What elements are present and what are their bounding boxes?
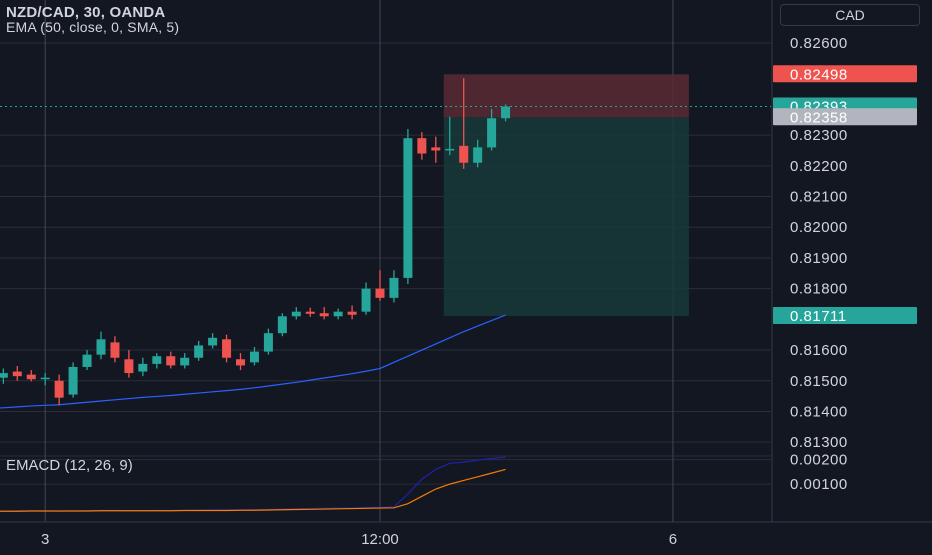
emacd-indicator-label: EMACD (12, 26, 9) [6,457,133,474]
candle-body[interactable] [375,288,385,298]
price-axis-tick-label: 0.81800 [790,281,848,298]
candle-body[interactable] [54,380,64,398]
candle-body[interactable] [236,359,245,366]
currency-selector[interactable]: CAD [780,4,920,26]
candle-body[interactable] [291,311,301,317]
ema-indicator-label: EMA (50, close, 0, SMA, 5) [6,19,180,35]
candle-body[interactable] [68,366,78,395]
candle-body[interactable] [222,339,232,358]
time-axis-tick-label: 12:00 [361,531,399,548]
time-axis-tick-label: 6 [669,531,677,548]
price-badge-label: 0.82498 [790,66,848,83]
price-axis-tick-label: 0.81500 [790,373,848,390]
candle-body[interactable] [333,311,343,317]
stop-loss-zone[interactable] [443,74,689,118]
candle-body[interactable] [487,118,497,148]
price-axis-tick-label: 0.81400 [790,403,848,420]
candle-body[interactable] [26,374,36,380]
candle-body[interactable] [194,345,204,358]
time-axis-tick-label: 3 [41,531,49,548]
candle-body[interactable] [403,138,413,278]
candle-body[interactable] [389,277,399,298]
candle-body[interactable] [347,311,357,315]
candle-body[interactable] [445,148,455,151]
price-badge [773,108,917,126]
price-axis-tick-label: 0.81900 [790,250,848,267]
candle-body[interactable] [277,316,287,334]
candle-body[interactable] [417,138,427,154]
ema-line [0,314,506,409]
price-axis-tick-label: 0.82300 [790,127,848,144]
price-axis-tick-label: 0.82100 [790,189,848,206]
candle-body[interactable] [152,356,162,364]
candle-body[interactable] [180,357,190,366]
symbol-title: NZD/CAD, 30, OANDA [6,4,166,21]
price-badge-label: 0.82358 [790,109,848,126]
candle-body[interactable] [166,356,176,366]
candle-body[interactable] [305,311,315,314]
price-badge-label: 0.81711 [790,308,847,325]
candle-body[interactable] [501,106,511,119]
price-axis-tick-label: 0.81300 [790,434,848,451]
candle-body[interactable] [249,351,259,363]
price-axis-tick-label: 0.82000 [790,219,848,236]
candle-body[interactable] [361,288,371,312]
candle-body[interactable] [110,342,120,358]
take-profit-zone[interactable] [443,117,689,316]
candle-body[interactable] [12,371,22,377]
price-axis-tick-label: 0.82200 [790,158,848,175]
candle-body[interactable] [431,147,441,151]
candle-body[interactable] [319,313,329,317]
emacd-axis-tick-label: 0.00100 [790,476,848,493]
candle-body[interactable] [0,373,8,378]
emacd-axis-tick-label: 0.00200 [790,452,848,469]
price-badge [773,65,917,83]
price-axis-tick-label: 0.81600 [790,342,848,359]
signal-line [0,468,506,512]
candle-body[interactable] [138,363,148,372]
candle-body[interactable] [40,377,50,380]
price-axis-tick-label: 0.82600 [790,35,848,52]
candle-body[interactable] [459,145,469,163]
candle-body[interactable] [82,354,92,367]
price-badge [773,306,917,324]
candle-body[interactable] [124,359,134,374]
candle-body[interactable] [263,333,273,352]
candle-body[interactable] [473,147,483,163]
candle-body[interactable] [96,339,106,355]
candle-body[interactable] [208,337,218,346]
